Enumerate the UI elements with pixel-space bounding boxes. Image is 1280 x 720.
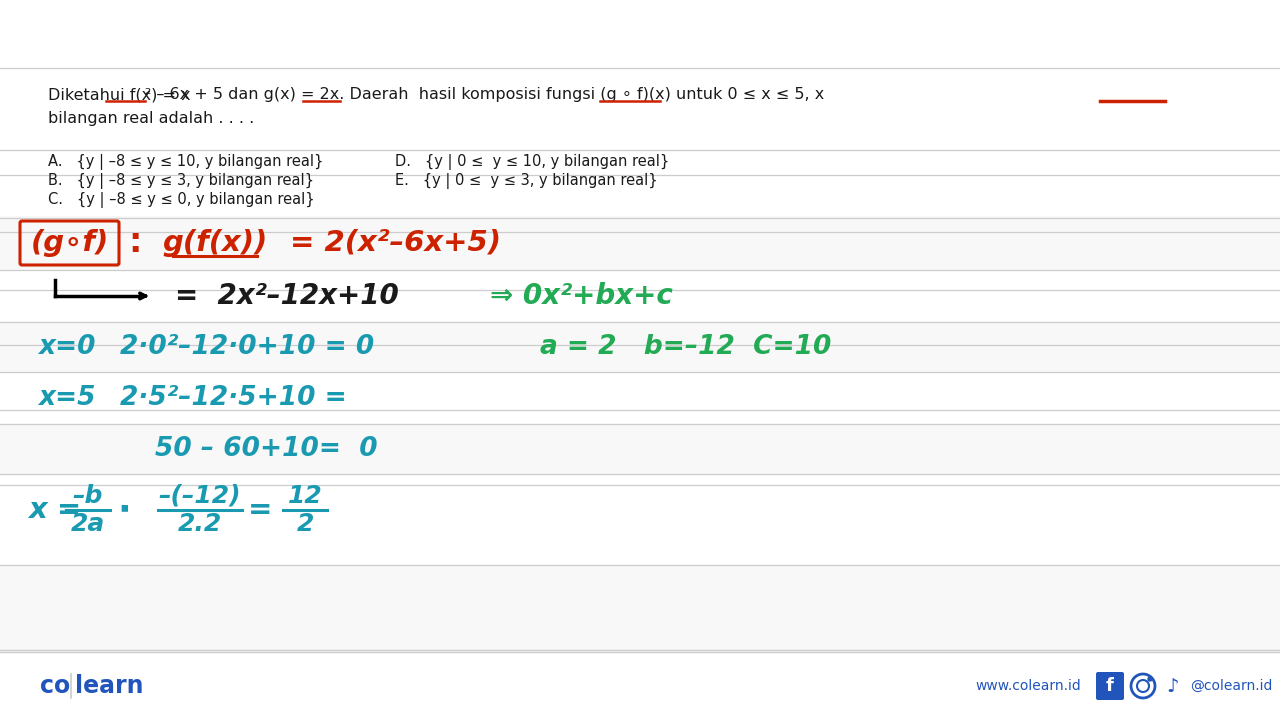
Bar	[0, 648, 1280, 720]
Bar	[0, 70, 1280, 650]
Text: 50 – 60+10=  0: 50 – 60+10= 0	[155, 436, 378, 462]
Text: x=5: x=5	[38, 385, 96, 411]
Text: a = 2   b=–12  C=10: a = 2 b=–12 C=10	[540, 334, 832, 360]
Bar	[0, 648, 1280, 720]
Text: E.   {y | 0 ≤  y ≤ 3, y bilangan real}: E. {y | 0 ≤ y ≤ 3, y bilangan real}	[396, 173, 658, 189]
Text: 2·0²–12·0+10 = 0: 2·0²–12·0+10 = 0	[120, 334, 374, 360]
Text: ♪: ♪	[1167, 677, 1179, 696]
Bar	[0, 474, 1280, 565]
Text: x =: x =	[28, 496, 81, 524]
Bar	[0, 70, 1280, 150]
Text: @colearn.id: @colearn.id	[1190, 679, 1272, 693]
Bar	[0, 372, 1280, 424]
Text: ⇒ 0x²+bx+c: ⇒ 0x²+bx+c	[490, 282, 673, 310]
Text: 2·5²–12·5+10 =: 2·5²–12·5+10 =	[120, 385, 347, 411]
Text: www.colearn.id: www.colearn.id	[975, 679, 1080, 693]
Text: =: =	[248, 496, 273, 524]
Text: –b: –b	[73, 484, 104, 508]
FancyBboxPatch shape	[1096, 672, 1124, 700]
Circle shape	[1148, 677, 1152, 681]
Text: B.   {y | –8 ≤ y ≤ 3, y bilangan real}: B. {y | –8 ≤ y ≤ 3, y bilangan real}	[49, 173, 314, 189]
Text: = 2(x²–6x+5): = 2(x²–6x+5)	[291, 229, 500, 257]
Text: (g∘f): (g∘f)	[31, 229, 109, 257]
Text: 2.2: 2.2	[178, 512, 223, 536]
Text: bilangan real adalah . . . .: bilangan real adalah . . . .	[49, 112, 255, 127]
Text: D.   {y | 0 ≤  y ≤ 10, y bilangan real}: D. {y | 0 ≤ y ≤ 10, y bilangan real}	[396, 154, 669, 170]
Text: :: :	[128, 227, 142, 259]
Text: C.   {y | –8 ≤ y ≤ 0, y bilangan real}: C. {y | –8 ≤ y ≤ 0, y bilangan real}	[49, 192, 315, 208]
Bar	[0, 322, 1280, 372]
Text: g(f(x)): g(f(x))	[163, 229, 268, 257]
Bar	[0, 270, 1280, 322]
Text: learn: learn	[76, 674, 143, 698]
Bar	[0, 424, 1280, 474]
Text: A.   {y | –8 ≤ y ≤ 10, y bilangan real}: A. {y | –8 ≤ y ≤ 10, y bilangan real}	[49, 154, 324, 170]
Text: 12: 12	[288, 484, 323, 508]
Bar	[0, 650, 1280, 720]
Text: Diketahui f(x) = x: Diketahui f(x) = x	[49, 88, 191, 102]
Text: x=0: x=0	[38, 334, 96, 360]
Bar	[0, 216, 1280, 270]
Text: =  2x²–12x+10: = 2x²–12x+10	[175, 282, 399, 310]
Text: f: f	[1106, 677, 1114, 695]
Text: ² – 6x + 5 dan g(x) = 2x. Daerah  hasil komposisi fungsi (g ∘ f)(x) untuk 0 ≤ x : ² – 6x + 5 dan g(x) = 2x. Daerah hasil k…	[145, 88, 824, 102]
Text: 2: 2	[296, 512, 314, 536]
Text: co: co	[40, 674, 70, 698]
Bar	[0, 565, 1280, 650]
Text: 2a: 2a	[70, 512, 105, 536]
Text: –(–12): –(–12)	[159, 484, 241, 508]
Text: ⋅: ⋅	[118, 493, 131, 527]
